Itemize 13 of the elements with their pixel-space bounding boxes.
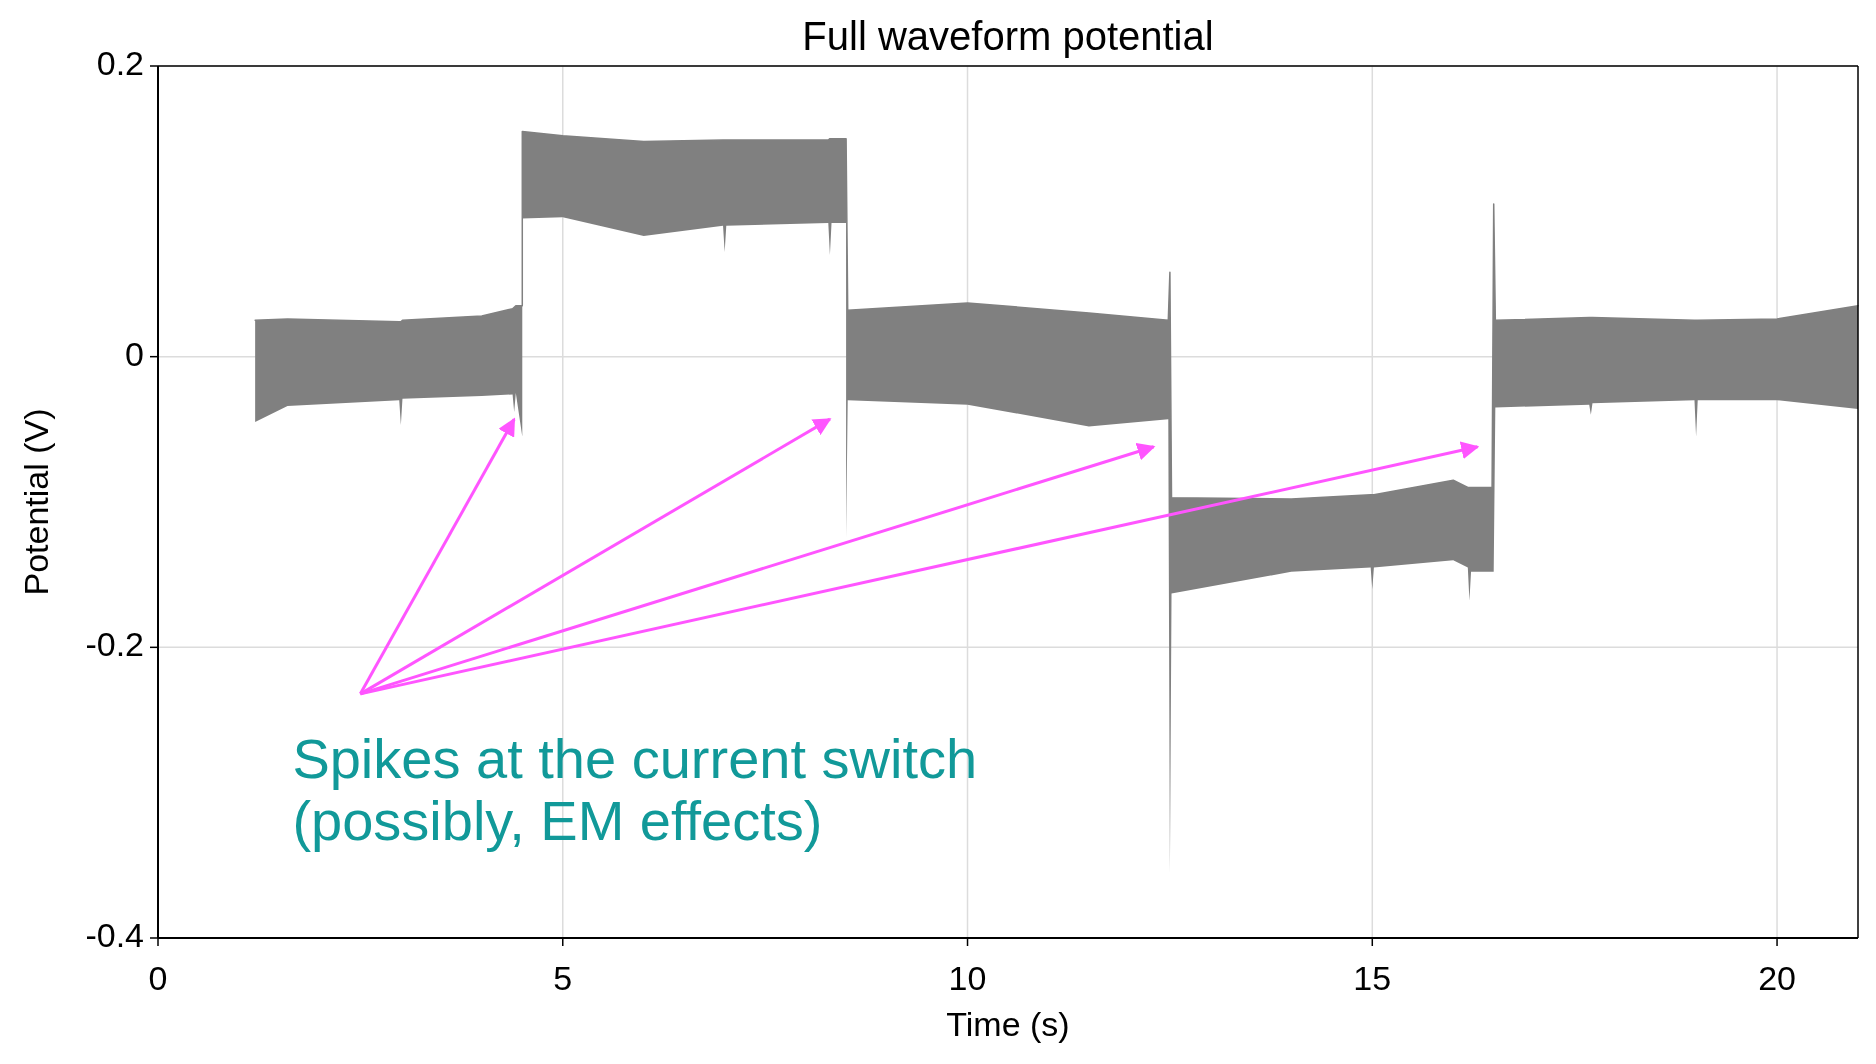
x-tick-label: 5	[553, 959, 573, 997]
x-tick-label: 10	[948, 959, 987, 997]
y-tick-label: -0.2	[85, 625, 144, 664]
y-tick-label: 0	[125, 334, 144, 373]
annotation: Spikes at the current switch (possibly, EM effects)	[292, 727, 978, 853]
x-tick-label: 0	[148, 959, 168, 997]
y-axis-title: Potential (V)	[17, 408, 55, 596]
y-tick-label: 0.2	[96, 43, 144, 82]
y-tick-label: -0.4	[85, 915, 144, 954]
x-tick-label: 15	[1353, 959, 1392, 997]
x-tick-label: 20	[1758, 959, 1796, 997]
chart-title: Full waveform potential	[802, 14, 1214, 58]
x-axis-title: Time (s)	[946, 1005, 1070, 1043]
